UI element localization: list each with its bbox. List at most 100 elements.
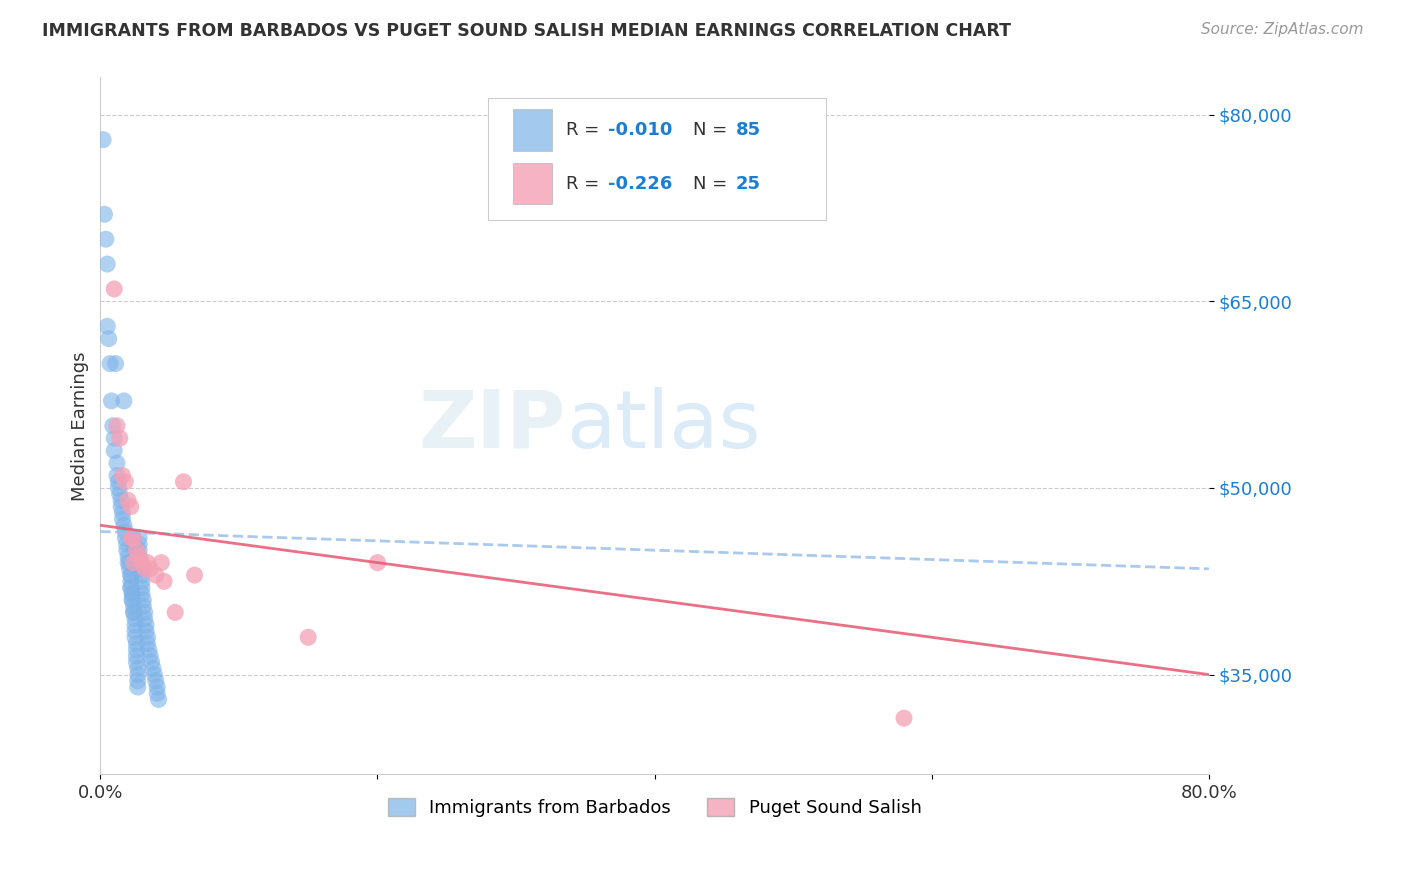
Point (131, 581, 153, 595)
Text: ZIP: ZIP (419, 387, 567, 465)
Point (111, 506, 134, 520)
Point (111, 468, 134, 483)
Point (117, 493, 139, 508)
Point (153, 574, 176, 589)
Point (893, 711, 915, 725)
Point (150, 556, 173, 570)
Text: atlas: atlas (567, 387, 761, 465)
Point (112, 393, 135, 408)
Point (111, 512, 134, 526)
Point (145, 568, 167, 582)
Point (103, 431, 125, 445)
Point (134, 606, 156, 620)
Point (138, 642, 160, 657)
Point (105, 456, 128, 470)
Point (105, 468, 128, 483)
Point (183, 568, 205, 582)
Point (146, 686, 169, 700)
Point (114, 524, 136, 539)
Point (121, 593, 143, 607)
Point (115, 537, 138, 551)
Point (120, 531, 142, 545)
Point (120, 581, 142, 595)
Point (127, 661, 149, 675)
Point (97, 332, 120, 346)
Point (124, 612, 146, 626)
Point (148, 692, 170, 706)
Point (142, 661, 165, 675)
Point (132, 599, 155, 614)
Point (105, 418, 128, 433)
Point (134, 562, 156, 576)
Point (122, 537, 145, 551)
Point (110, 493, 132, 508)
Point (107, 475, 129, 489)
Text: R =: R = (567, 120, 605, 138)
Point (118, 556, 141, 570)
Point (139, 562, 162, 576)
Point (94, 232, 117, 246)
Point (128, 549, 150, 564)
Point (96, 257, 118, 271)
Point (103, 282, 125, 296)
Point (124, 624, 146, 638)
Point (115, 543, 138, 558)
Point (129, 562, 152, 576)
Point (107, 481, 129, 495)
Point (124, 630, 146, 644)
Point (122, 531, 145, 545)
Point (121, 531, 143, 545)
FancyBboxPatch shape (513, 109, 551, 151)
Point (136, 636, 159, 650)
Point (114, 475, 136, 489)
Point (131, 568, 153, 582)
Point (124, 543, 146, 558)
Point (124, 617, 146, 632)
Point (136, 556, 159, 570)
FancyBboxPatch shape (488, 98, 827, 220)
Point (121, 587, 143, 601)
Point (125, 636, 148, 650)
Point (366, 556, 388, 570)
Text: N =: N = (693, 120, 734, 138)
Point (128, 543, 150, 558)
Text: R =: R = (567, 175, 605, 193)
Legend: Immigrants from Barbados, Puget Sound Salish: Immigrants from Barbados, Puget Sound Sa… (381, 790, 929, 824)
Point (143, 667, 166, 681)
Point (100, 393, 122, 408)
Point (112, 518, 135, 533)
Point (122, 606, 145, 620)
Point (91, 133, 114, 147)
Point (139, 648, 162, 663)
Point (118, 562, 141, 576)
Text: 85: 85 (735, 120, 761, 138)
Point (134, 612, 156, 626)
Point (132, 593, 155, 607)
Text: IMMIGRANTS FROM BARBADOS VS PUGET SOUND SALISH MEDIAN EARNINGS CORRELATION CHART: IMMIGRANTS FROM BARBADOS VS PUGET SOUND … (42, 22, 1011, 40)
Text: -0.010: -0.010 (607, 120, 672, 138)
Point (103, 443, 125, 458)
Point (135, 624, 157, 638)
Point (131, 574, 153, 589)
Point (117, 556, 139, 570)
Point (120, 568, 142, 582)
Point (121, 593, 143, 607)
Point (101, 418, 124, 433)
Text: N =: N = (693, 175, 734, 193)
Point (128, 537, 150, 551)
Text: Source: ZipAtlas.com: Source: ZipAtlas.com (1201, 22, 1364, 37)
Point (120, 574, 142, 589)
Point (131, 556, 153, 570)
Point (98, 357, 121, 371)
Point (173, 475, 195, 489)
FancyBboxPatch shape (513, 162, 551, 204)
Point (121, 587, 143, 601)
Point (129, 556, 152, 570)
Y-axis label: Median Earnings: Median Earnings (72, 351, 89, 500)
Point (127, 667, 149, 681)
Point (117, 549, 139, 564)
Point (127, 680, 149, 694)
Point (297, 630, 319, 644)
Point (125, 543, 148, 558)
Point (104, 357, 127, 371)
